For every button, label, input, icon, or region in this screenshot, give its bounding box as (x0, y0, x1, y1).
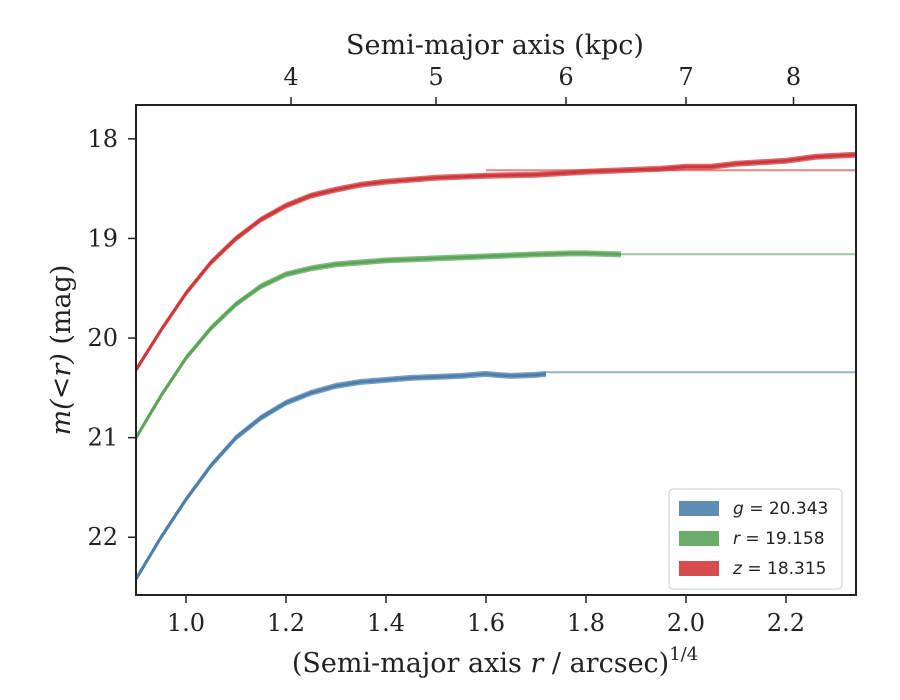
legend-entry-z: z = 18.315 (679, 559, 826, 579)
top-tick-label: 6 (558, 63, 573, 91)
legend-entry-r: r = 19.158 (679, 529, 825, 549)
x-tick-label: 1.8 (567, 609, 605, 637)
x-axis-title-post: / arcsec) (543, 648, 669, 679)
y-axis-title-math: m(<r) (46, 353, 77, 435)
top-axis-title: Semi-major axis (kpc) (346, 30, 644, 61)
series-line-r (136, 251, 622, 439)
series-line-g (136, 372, 547, 580)
y-tick-label: 18 (87, 125, 118, 153)
y-tick-label: 21 (87, 424, 118, 452)
y-axis-title: m(<r) (mag) (46, 265, 77, 436)
series-band-r (136, 250, 621, 441)
x-axis-title: (Semi-major axis r / arcsec)1/4 (292, 644, 698, 679)
legend-swatch-r (679, 531, 719, 546)
x-tick-label: 1.2 (267, 609, 305, 637)
top-tick-label: 5 (428, 63, 443, 91)
top-tick-label: 8 (786, 63, 801, 91)
legend-swatch-g (679, 501, 719, 516)
legend-entry-g: g = 20.343 (679, 499, 828, 519)
x-axis-title-sup: 1/4 (669, 644, 698, 665)
x-tick-label: 1.0 (167, 609, 205, 637)
x-tick-label: 1.4 (367, 609, 405, 637)
x-tick-label: 2.2 (767, 609, 805, 637)
series-band-g (136, 370, 546, 583)
y-axis-title-unit: (mag) (46, 265, 77, 354)
plot-frame (135, 104, 857, 596)
legend-label-r: r = 19.158 (733, 529, 825, 549)
series-band-z (136, 151, 856, 373)
legend-swatch-z (679, 561, 719, 576)
legend-label-g: g = 20.343 (733, 499, 828, 519)
top-tick-label: 4 (283, 63, 298, 91)
x-axis-title-var: r (530, 648, 545, 679)
legend-label-z: z = 18.315 (732, 559, 826, 579)
top-tick-label: 7 (678, 63, 693, 91)
y-tick-label: 19 (87, 224, 118, 252)
x-tick-label: 1.6 (467, 609, 505, 637)
x-tick-label: 2.0 (667, 609, 705, 637)
series-line-z (136, 153, 856, 371)
x-axis-title-pre: (Semi-major axis (292, 648, 531, 679)
y-tick-label: 20 (87, 324, 118, 352)
legend: g = 20.343 r = 19.158 z = 18.315 (668, 488, 843, 590)
series-lines (136, 151, 856, 583)
asymptote-lines (486, 169, 856, 374)
y-tick-label: 22 (87, 523, 118, 551)
